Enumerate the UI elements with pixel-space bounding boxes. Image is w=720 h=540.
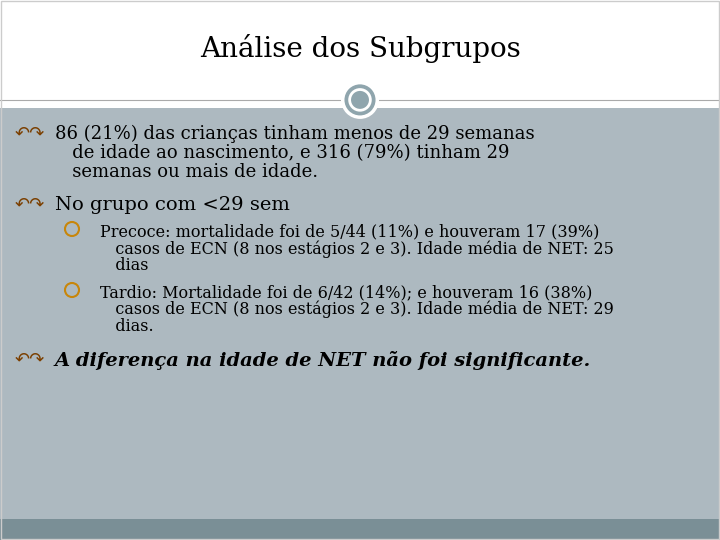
Text: ↶↷: ↶↷ [15,196,45,214]
Text: dias.: dias. [100,318,153,335]
Text: Tardio: Mortalidade foi de 6/42 (14%); e houveram 16 (38%): Tardio: Mortalidade foi de 6/42 (14%); e… [100,284,593,301]
Circle shape [343,83,377,117]
Text: de idade ao nascimento, e 316 (79%) tinham 29: de idade ao nascimento, e 316 (79%) tinh… [55,144,510,162]
Text: No grupo com <29 sem: No grupo com <29 sem [55,196,290,214]
Text: casos de ECN (8 nos estágios 2 e 3). Idade média de NET: 29: casos de ECN (8 nos estágios 2 e 3). Ida… [100,301,614,319]
Text: dias: dias [100,257,148,274]
Text: Análise dos Subgrupos: Análise dos Subgrupos [199,34,521,63]
Text: Precoce: mortalidade foi de 5/44 (11%) e houveram 17 (39%): Precoce: mortalidade foi de 5/44 (11%) e… [100,223,599,240]
FancyBboxPatch shape [0,519,720,540]
FancyBboxPatch shape [0,108,720,540]
Text: ↶↷: ↶↷ [15,351,45,369]
Text: casos de ECN (8 nos estágios 2 e 3). Idade média de NET: 25: casos de ECN (8 nos estágios 2 e 3). Ida… [100,240,614,258]
Text: A diferença na idade de NET não foi significante.: A diferença na idade de NET não foi sign… [55,351,591,370]
Text: ↶↷: ↶↷ [15,125,45,143]
Text: semanas ou mais de idade.: semanas ou mais de idade. [55,163,318,181]
FancyBboxPatch shape [0,0,720,100]
Text: 86 (21%) das crianças tinham menos de 29 semanas: 86 (21%) das crianças tinham menos de 29… [55,125,535,143]
